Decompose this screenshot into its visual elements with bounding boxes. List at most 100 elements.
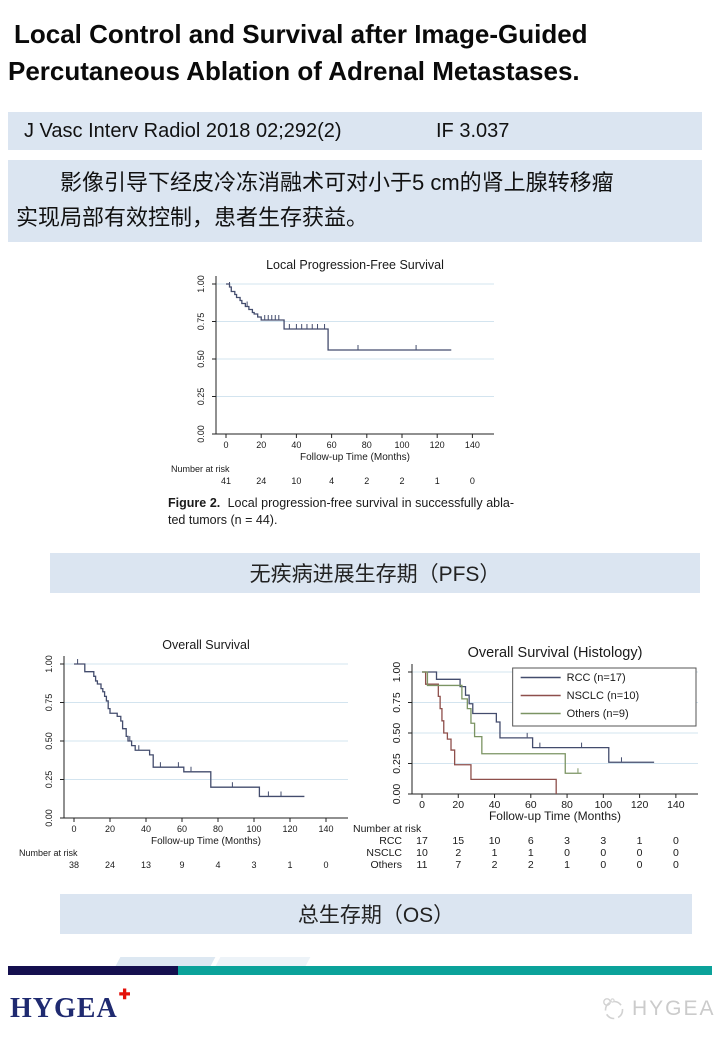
figure-caption-line2: ted tumors (n = 44). bbox=[168, 513, 278, 527]
svg-text:0: 0 bbox=[71, 824, 76, 834]
svg-text:0: 0 bbox=[323, 860, 328, 870]
svg-text:1.00: 1.00 bbox=[44, 655, 54, 673]
svg-text:0: 0 bbox=[600, 847, 606, 859]
svg-text:2: 2 bbox=[528, 859, 534, 871]
os-section-label: 总生存期（OS） bbox=[60, 894, 692, 934]
citation-text: J Vasc Interv Radiol 2018 02;292(2) bbox=[24, 119, 342, 142]
brand-logo: HYGEA✚ bbox=[10, 986, 131, 1025]
brand-text: HYGEA bbox=[10, 993, 118, 1024]
svg-text:0: 0 bbox=[637, 847, 643, 859]
svg-text:80: 80 bbox=[213, 824, 223, 834]
svg-text:140: 140 bbox=[465, 440, 480, 450]
watermark-text: HYGEA bbox=[632, 997, 716, 1020]
svg-text:60: 60 bbox=[177, 824, 187, 834]
svg-text:0: 0 bbox=[223, 440, 228, 450]
svg-text:Overall Survival (Histology): Overall Survival (Histology) bbox=[468, 645, 643, 661]
summary-panel: 影像引导下经皮冷冻消融术可对小于5 cm的肾上腺转移瘤 实现局部有效控制，患者生… bbox=[8, 160, 702, 242]
svg-text:0.25: 0.25 bbox=[196, 388, 206, 406]
svg-text:0: 0 bbox=[419, 799, 425, 811]
svg-text:4: 4 bbox=[329, 476, 334, 486]
svg-text:60: 60 bbox=[327, 440, 337, 450]
svg-text:10: 10 bbox=[416, 847, 428, 859]
svg-text:NSCLC: NSCLC bbox=[366, 847, 402, 859]
citation-bar: J Vasc Interv Radiol 2018 02;292(2) IF 3… bbox=[8, 112, 702, 150]
svg-text:13: 13 bbox=[141, 860, 151, 870]
svg-text:41: 41 bbox=[221, 476, 231, 486]
brand-plus-icon: ✚ bbox=[118, 986, 132, 1002]
svg-text:24: 24 bbox=[256, 476, 266, 486]
km-plot: Overall Survival 0.00 0.25 0.50 0.75 1.00 0 20 4… bbox=[19, 638, 348, 870]
footer-accent-shape bbox=[115, 957, 216, 966]
svg-text:38: 38 bbox=[69, 860, 79, 870]
title-line1: Local Control and Survival after Image-G… bbox=[14, 19, 588, 49]
watermark-logo: HYGEA bbox=[600, 996, 716, 1022]
figure-caption-line1: Figure 2. Local progression-free surviva… bbox=[168, 495, 514, 512]
summary-line2: 实现局部有效控制，患者生存获益。 bbox=[16, 205, 369, 230]
svg-text:1: 1 bbox=[492, 847, 498, 859]
svg-text:0: 0 bbox=[673, 835, 679, 847]
svg-text:0: 0 bbox=[564, 847, 570, 859]
svg-text:1: 1 bbox=[564, 859, 570, 871]
svg-text:11: 11 bbox=[417, 859, 428, 871]
svg-text:4: 4 bbox=[215, 860, 220, 870]
svg-text:6: 6 bbox=[528, 835, 534, 847]
svg-text:0.00: 0.00 bbox=[44, 809, 54, 827]
svg-text:Overall Survival: Overall Survival bbox=[162, 638, 250, 652]
svg-text:80: 80 bbox=[362, 440, 372, 450]
histology-km-chart: Overall Survival (Histology) 0.00 0.25 0.50… bbox=[352, 638, 708, 883]
svg-text:0.75: 0.75 bbox=[196, 313, 206, 331]
summary-line1: 影像引导下经皮冷冻消融术可对小于5 cm的肾上腺转移瘤 bbox=[60, 170, 614, 195]
svg-text:1: 1 bbox=[287, 860, 292, 870]
svg-text:40: 40 bbox=[141, 824, 151, 834]
svg-text:80: 80 bbox=[561, 799, 573, 811]
svg-text:3: 3 bbox=[600, 835, 606, 847]
svg-text:24: 24 bbox=[105, 860, 115, 870]
svg-text:Number at risk: Number at risk bbox=[19, 848, 78, 858]
svg-text:0.75: 0.75 bbox=[391, 692, 403, 713]
svg-text:1: 1 bbox=[435, 476, 440, 486]
svg-text:120: 120 bbox=[282, 824, 297, 834]
svg-text:0.25: 0.25 bbox=[391, 753, 403, 774]
svg-text:RCC: RCC bbox=[379, 835, 402, 847]
os-km-chart: Overall Survival 0.00 0.25 0.50 0.75 1.00 0 20 4… bbox=[18, 634, 358, 883]
impact-factor: IF 3.037 bbox=[436, 119, 510, 142]
pfs-section-label: 无疾病进展生存期（PFS） bbox=[50, 553, 700, 593]
pfs-km-chart: Local Progression-Free Survival 0.00 0.25 0… bbox=[170, 254, 504, 497]
km-plot: Local Progression-Free Survival 0.00 0.25 0… bbox=[171, 258, 494, 486]
svg-text:0.50: 0.50 bbox=[44, 732, 54, 750]
svg-text:2: 2 bbox=[492, 859, 498, 871]
svg-text:100: 100 bbox=[595, 799, 613, 811]
svg-text:60: 60 bbox=[525, 799, 537, 811]
svg-text:0: 0 bbox=[673, 859, 679, 871]
svg-text:40: 40 bbox=[489, 799, 501, 811]
svg-text:2: 2 bbox=[399, 476, 404, 486]
svg-text:40: 40 bbox=[291, 440, 301, 450]
svg-text:1: 1 bbox=[637, 835, 643, 847]
svg-text:0: 0 bbox=[673, 847, 679, 859]
svg-text:10: 10 bbox=[489, 835, 501, 847]
svg-text:Follow-up Time (Months): Follow-up Time (Months) bbox=[489, 809, 621, 823]
svg-text:100: 100 bbox=[246, 824, 261, 834]
svg-text:0.25: 0.25 bbox=[44, 771, 54, 789]
svg-text:0.00: 0.00 bbox=[391, 784, 403, 805]
svg-text:3: 3 bbox=[251, 860, 256, 870]
svg-text:0: 0 bbox=[470, 476, 475, 486]
svg-text:120: 120 bbox=[631, 799, 649, 811]
footer-accent-shape-2 bbox=[215, 957, 311, 966]
svg-text:0.00: 0.00 bbox=[196, 425, 206, 443]
svg-text:Local Progression-Free Surviva: Local Progression-Free Survival bbox=[266, 258, 444, 272]
svg-text:Follow-up Time (Months): Follow-up Time (Months) bbox=[151, 836, 261, 847]
svg-text:2: 2 bbox=[455, 847, 461, 859]
svg-text:Number at risk: Number at risk bbox=[353, 823, 422, 835]
svg-text:0.75: 0.75 bbox=[44, 694, 54, 712]
svg-text:0.50: 0.50 bbox=[196, 350, 206, 368]
svg-text:120: 120 bbox=[430, 440, 445, 450]
svg-text:2: 2 bbox=[364, 476, 369, 486]
svg-text:Others: Others bbox=[370, 859, 402, 871]
svg-text:100: 100 bbox=[394, 440, 409, 450]
svg-text:20: 20 bbox=[105, 824, 115, 834]
svg-text:NSCLC (n=10): NSCLC (n=10) bbox=[567, 690, 639, 702]
svg-text:1.00: 1.00 bbox=[196, 275, 206, 293]
figure-caption-label: Figure 2. bbox=[168, 496, 221, 510]
